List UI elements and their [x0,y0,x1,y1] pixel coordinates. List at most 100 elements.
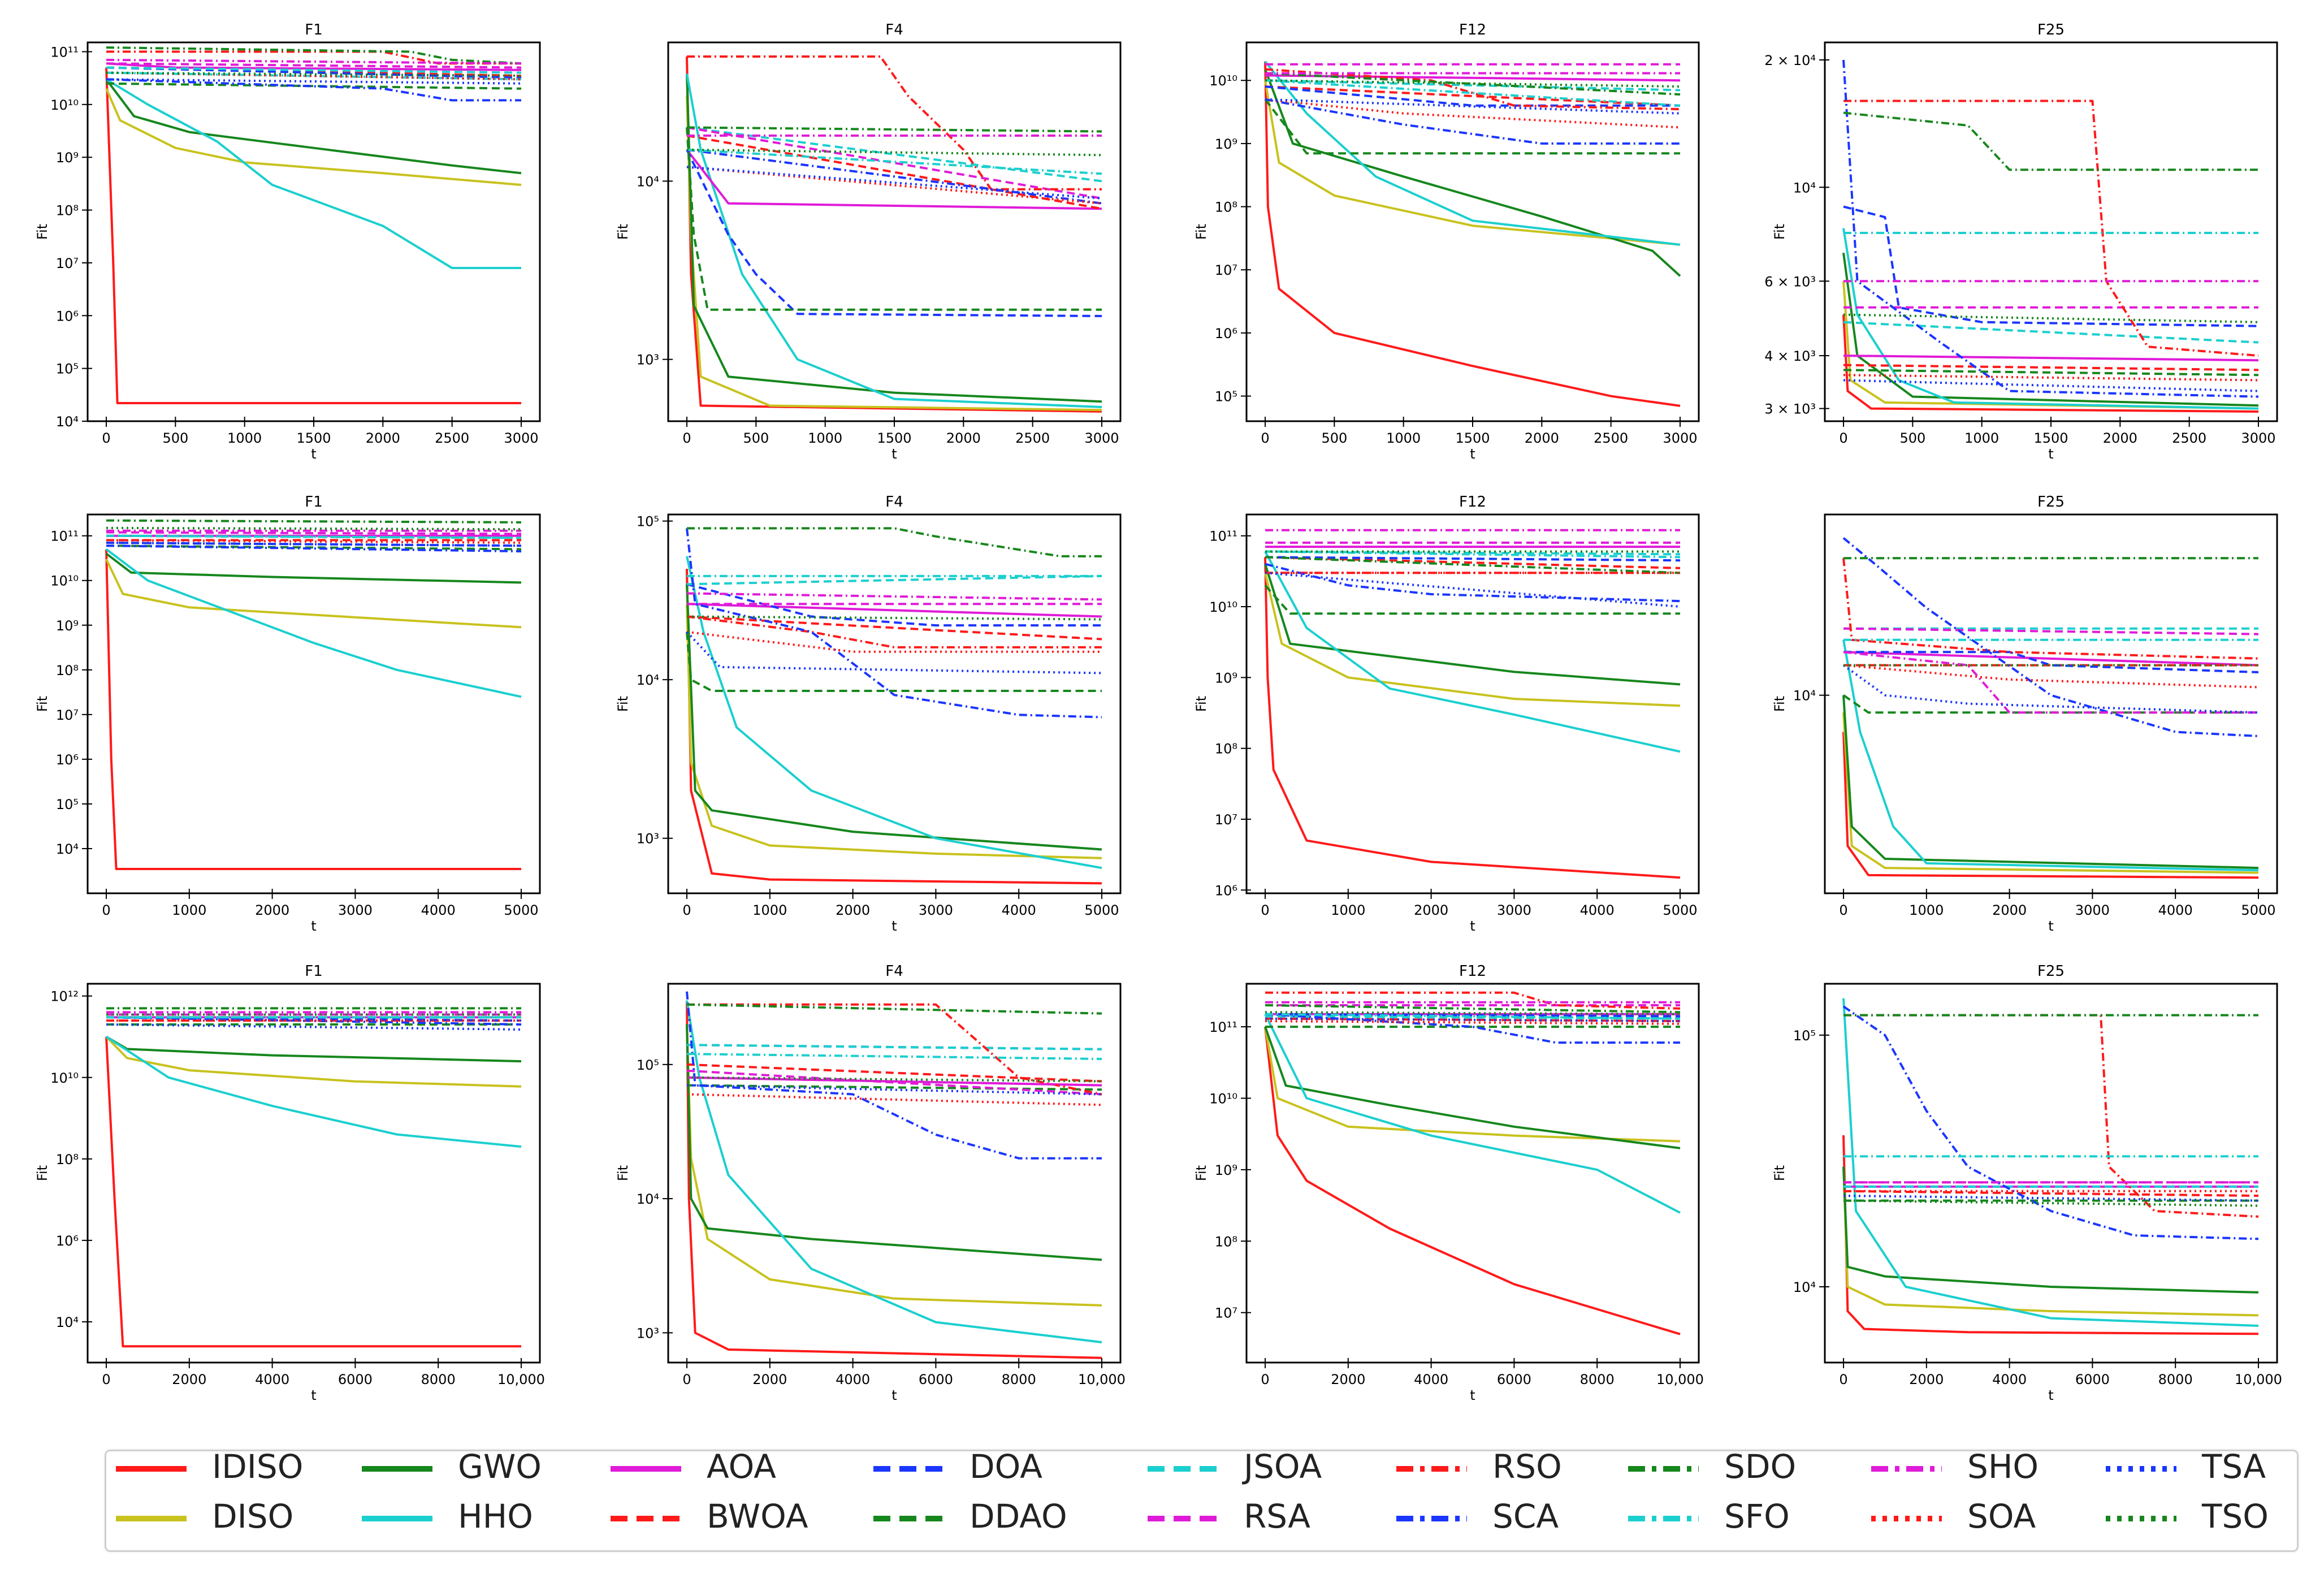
series-line-sca [686,148,1102,205]
legend-item-tso: TSO [2106,1497,2269,1536]
series-line-tsa [1265,98,1681,115]
series-line-sfo [686,1053,1102,1060]
series-line-bwoa [686,1063,1102,1083]
subplot-f25-3: F25 0 2000 4000 6000 8000 10,000 t Fit 10⁴ 10⁵ [1772,963,2282,1403]
series-line-sca [1842,1005,2259,1240]
x-axis-label: t [891,918,897,934]
legend-item-aoa: AOA [611,1447,776,1486]
y-axis-label: Fit [1193,1165,1209,1181]
legend-item-sca: SCA [1396,1497,1559,1536]
x-tick-label: 4000 [2158,902,2193,918]
x-tick-label: 0 [102,430,110,446]
series-line-bwoa [686,615,1102,641]
x-tick-label: 5000 [504,902,538,918]
series-line-sdo [106,46,522,65]
x-axis-label: t [2048,918,2053,934]
series-line-ddao [686,1084,1102,1091]
series-group [1264,60,1681,407]
legend-label: AOA [707,1447,776,1486]
subplot-title: F4 [885,21,903,38]
y-tick-label: 6 × 10³ [1764,274,1816,289]
x-tick-label: 0 [1839,430,1847,446]
axes-frame [1824,513,2278,894]
y-tick-label: 10⁵ [56,361,79,377]
series-line-gwo [105,79,522,175]
y-tick-label: 10⁴ [56,1314,79,1330]
x-tick-label: 5000 [1663,902,1697,918]
y-axis-label: Fit [615,696,631,712]
series-line-sdo [1265,1004,1681,1014]
x-tick-label: 6000 [919,1372,953,1387]
x-tick-label: 0 [1261,902,1269,918]
series-line-aoa [1265,74,1681,82]
subplot-f25-2: F25 0 1000 2000 3000 4000 5000 t Fit 10⁴ [1772,494,2278,934]
y-tick-label: 10⁹ [1215,136,1237,152]
y-tick-label: 10¹¹ [50,44,79,60]
x-tick-label: 2000 [752,1372,787,1387]
series-line-bwoa [1843,1190,2259,1197]
series-line-rso [687,1003,1102,1096]
x-tick-label: 2000 [1909,1372,1944,1387]
series-line-soa [1843,374,2259,382]
x-tick-label: 3000 [2075,902,2110,918]
series-line-soa [1265,98,1681,129]
legend: IDISO DISO GWO HHO AOA BWOA DOA DDAO JSOA RSA RSO S… [116,1447,2269,1536]
y-tick-label: 10⁴ [1793,688,1816,704]
series-line-idiso [1842,1135,2259,1335]
axes-frame [667,513,1122,894]
x-tick-label: 1000 [1331,902,1365,918]
y-tick-label: 10⁵ [637,514,659,530]
series-line-hho [105,548,522,698]
series-line-gwo [1264,68,1681,277]
x-tick-label: 1500 [296,430,331,446]
legend-label: RSO [1492,1447,1562,1486]
legend-label: GWO [458,1447,542,1486]
series-line-gwo [1842,695,2259,870]
y-tick-label: 10¹⁰ [1209,1091,1237,1106]
x-tick-label: 5000 [1084,902,1119,918]
x-tick-label: 0 [682,902,691,918]
y-tick-label: 10⁹ [1215,1162,1237,1178]
series-line-gwo [686,584,1102,851]
legend-label: SOA [1967,1497,2036,1536]
y-axis-label: Fit [1193,696,1209,712]
series-line-tsa [1265,572,1681,608]
series-line-doa [1843,651,2259,673]
series-line-jsoa [106,66,522,74]
series-line-hho [1842,998,2259,1327]
series-group [1842,998,2259,1335]
x-tick-label: 2000 [255,902,289,918]
series-line-hho [1264,1013,1681,1214]
series-line-hho [686,556,1102,870]
series-line-rsa [686,1069,1102,1096]
series-line-sfo [106,71,522,81]
x-tick-label: 2000 [1992,902,2027,918]
y-tick-label: 10³ [637,1325,659,1341]
legend-label: DDAO [970,1497,1067,1536]
x-tick-label: 4000 [1414,1372,1448,1387]
x-axis-label: t [2048,1387,2053,1403]
series-line-idiso [686,56,1102,413]
y-tick-label: 10¹⁰ [1209,599,1237,615]
series-line-aoa [1843,651,2259,667]
series-group [686,527,1102,885]
y-tick-label: 10¹² [50,989,79,1005]
x-tick-label: 2500 [1015,430,1050,446]
x-tick-label: 8000 [1580,1372,1615,1387]
y-tick-label: 3 × 10³ [1764,401,1816,417]
legend-item-diso: DISO [116,1497,293,1536]
y-tick-label: 4 × 10³ [1764,348,1816,364]
y-tick-label: 10¹¹ [1209,529,1237,544]
series-line-diso [1264,1026,1681,1143]
y-tick-label: 10⁵ [1793,1028,1816,1044]
series-line-gwo [1264,564,1681,686]
x-tick-label: 6000 [2075,1372,2110,1387]
series-group [105,46,522,404]
x-tick-label: 4000 [1580,902,1615,918]
x-tick-label: 2500 [1594,430,1628,446]
subplot-f1-3: F1 0 2000 4000 6000 8000 10,000 t Fit 10⁴ 10⁶ 10⁸ 10… [34,963,545,1403]
series-group [105,519,522,870]
series-line-doa [1265,556,1681,562]
y-tick-label: 10⁵ [1215,389,1237,405]
legend-label: BWOA [707,1497,808,1536]
